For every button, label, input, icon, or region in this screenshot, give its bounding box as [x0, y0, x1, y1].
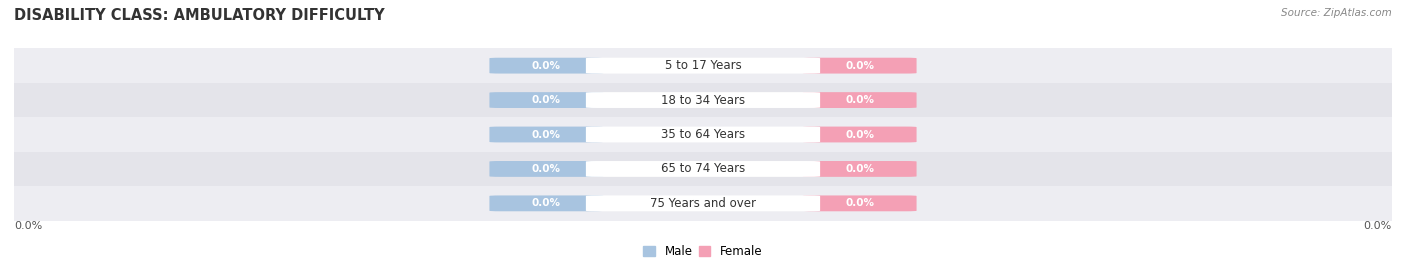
- Bar: [14, 117, 1392, 152]
- FancyBboxPatch shape: [586, 127, 820, 142]
- Bar: [14, 83, 1392, 117]
- Text: 0.0%: 0.0%: [845, 198, 875, 208]
- Bar: [14, 186, 1392, 221]
- Text: 35 to 64 Years: 35 to 64 Years: [661, 128, 745, 141]
- FancyBboxPatch shape: [586, 58, 820, 73]
- Text: 0.0%: 0.0%: [531, 129, 561, 140]
- FancyBboxPatch shape: [489, 127, 603, 142]
- Text: 0.0%: 0.0%: [845, 129, 875, 140]
- Text: 65 to 74 Years: 65 to 74 Years: [661, 162, 745, 175]
- Text: 5 to 17 Years: 5 to 17 Years: [665, 59, 741, 72]
- Bar: [14, 48, 1392, 83]
- FancyBboxPatch shape: [586, 92, 820, 108]
- Text: 0.0%: 0.0%: [531, 198, 561, 208]
- Text: 0.0%: 0.0%: [845, 95, 875, 105]
- FancyBboxPatch shape: [803, 92, 917, 108]
- Text: 0.0%: 0.0%: [531, 95, 561, 105]
- Text: 0.0%: 0.0%: [531, 164, 561, 174]
- Text: 18 to 34 Years: 18 to 34 Years: [661, 94, 745, 107]
- Text: 75 Years and over: 75 Years and over: [650, 197, 756, 210]
- FancyBboxPatch shape: [803, 58, 917, 73]
- Text: Source: ZipAtlas.com: Source: ZipAtlas.com: [1281, 8, 1392, 18]
- Legend: Male, Female: Male, Female: [638, 240, 768, 263]
- FancyBboxPatch shape: [586, 196, 820, 211]
- FancyBboxPatch shape: [803, 196, 917, 211]
- FancyBboxPatch shape: [803, 127, 917, 142]
- Text: 0.0%: 0.0%: [845, 61, 875, 71]
- FancyBboxPatch shape: [489, 196, 603, 211]
- Text: DISABILITY CLASS: AMBULATORY DIFFICULTY: DISABILITY CLASS: AMBULATORY DIFFICULTY: [14, 8, 385, 23]
- Bar: [14, 152, 1392, 186]
- Text: 0.0%: 0.0%: [845, 164, 875, 174]
- Text: 0.0%: 0.0%: [531, 61, 561, 71]
- FancyBboxPatch shape: [586, 161, 820, 177]
- FancyBboxPatch shape: [803, 161, 917, 177]
- FancyBboxPatch shape: [489, 161, 603, 177]
- Text: 0.0%: 0.0%: [1364, 221, 1392, 231]
- FancyBboxPatch shape: [489, 92, 603, 108]
- Text: 0.0%: 0.0%: [14, 221, 42, 231]
- FancyBboxPatch shape: [489, 58, 603, 73]
